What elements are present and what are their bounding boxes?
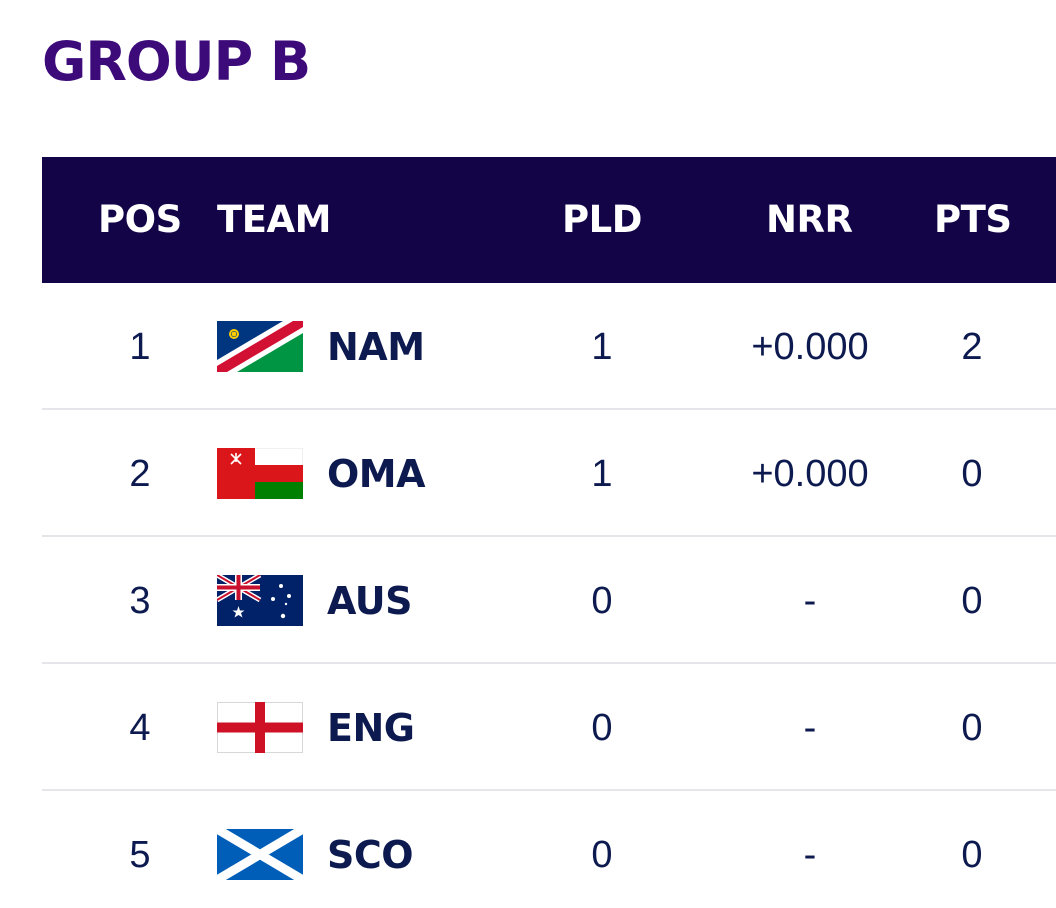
team-code: OMA <box>327 452 426 496</box>
team-points: 0 <box>961 707 983 749</box>
team-code: ENG <box>327 706 415 750</box>
team-code: AUS <box>327 579 412 623</box>
team-position: 3 <box>129 580 151 622</box>
table-row[interactable]: 2 OMA 1 +0.000 0 <box>42 410 1056 537</box>
australia-flag-icon <box>217 575 303 626</box>
team-played: 0 <box>591 580 613 622</box>
team-played: 1 <box>591 453 613 495</box>
team-nrr: +0.000 <box>751 326 869 368</box>
team-played: 0 <box>591 834 613 876</box>
group-title: GROUP B <box>42 30 311 93</box>
team-position: 4 <box>129 707 151 749</box>
team-nrr: +0.000 <box>751 453 869 495</box>
table-header: POS TEAM PLD NRR PTS <box>42 157 1056 283</box>
table-row[interactable]: 4 ENG 0 - 0 <box>42 664 1056 791</box>
team-nrr: - <box>803 580 817 622</box>
header-pos: POS <box>98 198 182 241</box>
team-points: 0 <box>961 453 983 495</box>
header-pld: PLD <box>562 198 642 241</box>
table-row[interactable]: 5 SCO 0 - 0 <box>42 791 1056 908</box>
scotland-flag-icon <box>217 829 303 880</box>
header-nrr: NRR <box>766 198 853 241</box>
team-code: NAM <box>327 325 425 369</box>
table-row[interactable]: 1 NAM 1 +0.000 2 <box>42 283 1056 410</box>
team-points: 0 <box>961 580 983 622</box>
team-played: 0 <box>591 707 613 749</box>
team-points: 2 <box>961 326 983 368</box>
team-played: 1 <box>591 326 613 368</box>
team-code: SCO <box>327 833 414 877</box>
team-position: 1 <box>129 326 151 368</box>
standings-table: POS TEAM PLD NRR PTS 1 NAM 1 +0.000 2 2 <box>42 157 1056 908</box>
team-nrr: - <box>803 834 817 876</box>
england-flag-icon <box>217 702 303 753</box>
team-points: 0 <box>961 834 983 876</box>
team-position: 5 <box>129 834 151 876</box>
header-pts: PTS <box>934 198 1012 241</box>
table-row[interactable]: 3 AUS 0 - 0 <box>42 537 1056 664</box>
oman-flag-icon <box>217 448 303 499</box>
header-team: TEAM <box>217 198 331 241</box>
namibia-flag-icon <box>217 321 303 372</box>
team-nrr: - <box>803 707 817 749</box>
team-position: 2 <box>129 453 151 495</box>
